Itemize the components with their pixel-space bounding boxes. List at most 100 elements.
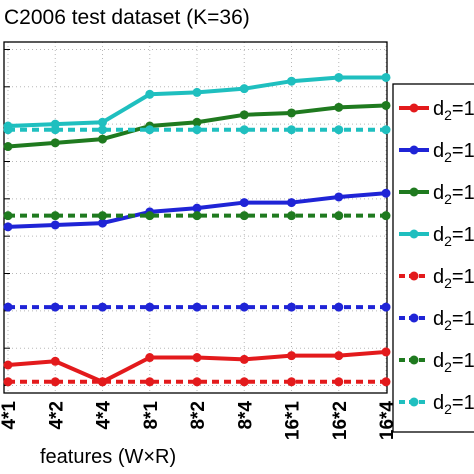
data-point <box>334 102 344 112</box>
data-point <box>192 87 202 97</box>
data-point <box>3 142 13 152</box>
data-point <box>239 211 249 221</box>
data-point <box>145 377 155 387</box>
data-point <box>3 302 13 312</box>
x-tick-label: 4*1 <box>0 401 20 430</box>
data-point <box>192 203 202 213</box>
data-point <box>192 125 202 135</box>
legend-marker <box>409 355 419 365</box>
legend-marker <box>409 145 419 155</box>
data-point <box>98 302 107 312</box>
data-point <box>50 125 60 135</box>
data-point <box>98 211 107 221</box>
data-point <box>239 198 249 208</box>
data-point <box>239 84 249 94</box>
data-point <box>98 377 107 387</box>
x-tick-label: 16*2 <box>330 401 351 440</box>
data-point <box>50 377 60 387</box>
legend-label: d2=1 <box>433 392 474 417</box>
data-point <box>287 302 296 312</box>
data-point <box>192 377 202 387</box>
data-point <box>192 117 202 127</box>
chart-title: C2006 test dataset (K=36) <box>4 6 250 29</box>
x-tick-label: 16*1 <box>283 401 304 441</box>
legend-label: d2=1 <box>433 98 474 123</box>
legend: d2=1 d2=1 d2=1 d2=1 d2=1 d2=1 d2=1 d2=1 <box>392 83 474 433</box>
x-tick-label: 4*2 <box>46 401 67 430</box>
data-point <box>98 134 107 144</box>
data-point <box>98 117 107 127</box>
data-point <box>98 218 107 228</box>
data-point <box>239 302 249 312</box>
legend-box <box>392 83 474 433</box>
data-point <box>50 211 60 221</box>
series-layer <box>3 72 391 387</box>
series-6 <box>3 302 391 312</box>
data-point <box>145 353 155 363</box>
data-point <box>334 351 344 361</box>
data-point <box>145 302 155 312</box>
data-point <box>334 377 344 387</box>
data-point <box>3 211 13 221</box>
legend-marker <box>409 271 419 281</box>
legend-item: d2=1 <box>399 392 474 417</box>
series-3 <box>3 100 391 152</box>
legend-marker <box>409 313 419 323</box>
data-point <box>287 377 296 387</box>
data-point <box>381 188 391 198</box>
data-point <box>3 125 13 135</box>
series-5 <box>3 377 391 387</box>
data-point <box>145 211 155 221</box>
data-point <box>192 353 202 363</box>
legend-label: d2=1 <box>433 266 474 291</box>
legend-marker <box>409 187 419 197</box>
data-point <box>145 89 155 99</box>
data-point <box>239 110 249 120</box>
data-point <box>50 356 60 366</box>
data-point <box>239 354 249 364</box>
data-point <box>287 125 296 135</box>
x-axis-ticks: 4*1 4*2 4*4 8*1 8*2 8*4 16*1 16*2 16*4 <box>0 401 398 441</box>
data-point <box>239 377 249 387</box>
data-point <box>287 76 296 86</box>
data-point <box>334 302 344 312</box>
data-point <box>381 72 391 82</box>
legend-label: d2=1 <box>433 140 474 165</box>
data-point <box>145 125 155 135</box>
series-7 <box>3 211 391 221</box>
data-point <box>381 100 391 110</box>
data-point <box>50 220 60 230</box>
legend-marker <box>409 229 419 239</box>
x-tick-label: 8*1 <box>141 401 162 430</box>
x-tick-label: 8*4 <box>235 401 256 430</box>
legend-label: d2=1 <box>433 350 474 375</box>
data-point <box>3 222 13 232</box>
legend-marker <box>409 397 419 407</box>
legend-item: d2=1 <box>399 224 474 249</box>
legend-item: d2=1 <box>399 98 474 123</box>
data-point <box>381 302 391 312</box>
data-point <box>239 125 249 135</box>
data-point <box>381 377 391 387</box>
legend-item: d2=1 <box>399 266 474 291</box>
data-point <box>3 377 13 387</box>
series-2 <box>3 188 391 232</box>
data-point <box>192 302 202 312</box>
data-point <box>50 138 60 148</box>
data-point <box>3 360 13 370</box>
legend-item: d2=1 <box>399 350 474 375</box>
x-tick-label: 4*4 <box>94 401 115 430</box>
data-point <box>287 211 296 221</box>
x-axis-label: features (W×R) <box>40 446 176 468</box>
series-1 <box>3 347 391 387</box>
data-point <box>287 108 296 118</box>
data-point <box>334 72 344 82</box>
legend-item: d2=1 <box>399 140 474 165</box>
x-tick-label: 8*2 <box>188 401 209 430</box>
grid-lines <box>4 42 387 393</box>
data-point <box>50 302 60 312</box>
data-point <box>381 211 391 221</box>
data-point <box>334 125 344 135</box>
legend-item: d2=1 <box>399 308 474 333</box>
